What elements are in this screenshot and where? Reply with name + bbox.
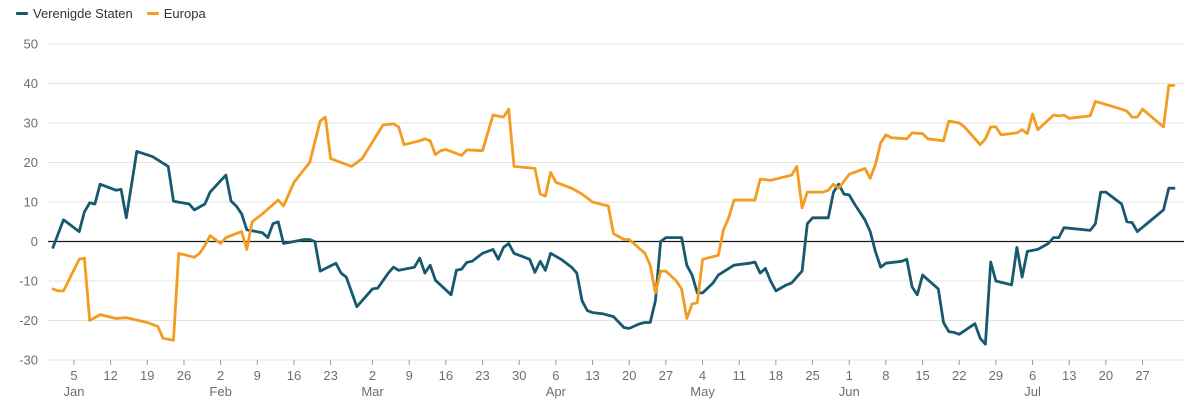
x-tick-label: 8: [882, 368, 889, 383]
x-month-label: Mar: [361, 384, 384, 399]
chart-legend: Verenigde Staten Europa: [16, 6, 206, 21]
x-month-label: Apr: [546, 384, 567, 399]
x-tick-label: 9: [406, 368, 413, 383]
x-tick-label: 25: [805, 368, 819, 383]
y-tick-label: -30: [19, 353, 38, 368]
y-tick-label: 40: [24, 76, 38, 91]
x-month-label: May: [690, 384, 715, 399]
legend-label-us: Verenigde Staten: [33, 6, 133, 21]
x-tick-label: 6: [552, 368, 559, 383]
x-tick-label: 13: [1062, 368, 1076, 383]
x-tick-label: 22: [952, 368, 966, 383]
x-tick-label: 26: [177, 368, 191, 383]
x-tick-label: 23: [475, 368, 489, 383]
x-tick-label: 15: [915, 368, 929, 383]
x-tick-label: 2: [369, 368, 376, 383]
y-tick-label: 10: [24, 195, 38, 210]
y-tick-label: 30: [24, 116, 38, 131]
x-month-label: Feb: [209, 384, 231, 399]
legend-label-europa: Europa: [163, 6, 206, 21]
legend-swatch-europa: [146, 12, 159, 15]
x-month-label: Jun: [839, 384, 860, 399]
legend-item-europa[interactable]: Europa: [146, 6, 206, 21]
legend-swatch-us: [16, 12, 28, 15]
x-tick-label: 9: [254, 368, 261, 383]
y-axis: 50 40 30 20 10 0 -10 -20 -30: [19, 37, 38, 368]
x-tick-label: 2: [217, 368, 224, 383]
x-tick-label: 1: [846, 368, 853, 383]
y-tick-label: 50: [24, 37, 38, 52]
x-tick-label: 27: [659, 368, 673, 383]
x-tick-label: 16: [287, 368, 301, 383]
x-tick-label: 23: [323, 368, 337, 383]
x-tick-label: 18: [769, 368, 783, 383]
x-tick-label: 29: [989, 368, 1003, 383]
x-tick-label: 20: [622, 368, 636, 383]
x-tick-label: 12: [103, 368, 117, 383]
x-tick-label: 4: [699, 368, 706, 383]
y-tick-label: -10: [19, 274, 38, 289]
x-tick-label: 5: [70, 368, 77, 383]
legend-item-us[interactable]: Verenigde Staten: [16, 6, 133, 21]
x-month-label: Jul: [1024, 384, 1041, 399]
y-tick-label: -20: [19, 313, 38, 328]
grid-lines: [48, 43, 1184, 361]
x-tick-label: 16: [439, 368, 453, 383]
x-month-label: Jan: [63, 384, 84, 399]
x-tick-label: 11: [732, 368, 746, 383]
y-tick-label: 20: [24, 155, 38, 170]
series-line-europa: [51, 84, 1176, 342]
series-line-verenigde-staten: [51, 150, 1176, 346]
x-tick-label: 27: [1135, 368, 1149, 383]
x-tick-label: 20: [1099, 368, 1113, 383]
y-tick-label: 0: [31, 234, 38, 249]
x-tick-label: 19: [140, 368, 154, 383]
x-tick-label: 6: [1029, 368, 1036, 383]
series-lines: [51, 84, 1176, 346]
x-tick-label: 13: [585, 368, 599, 383]
x-tick-label: 30: [512, 368, 526, 383]
